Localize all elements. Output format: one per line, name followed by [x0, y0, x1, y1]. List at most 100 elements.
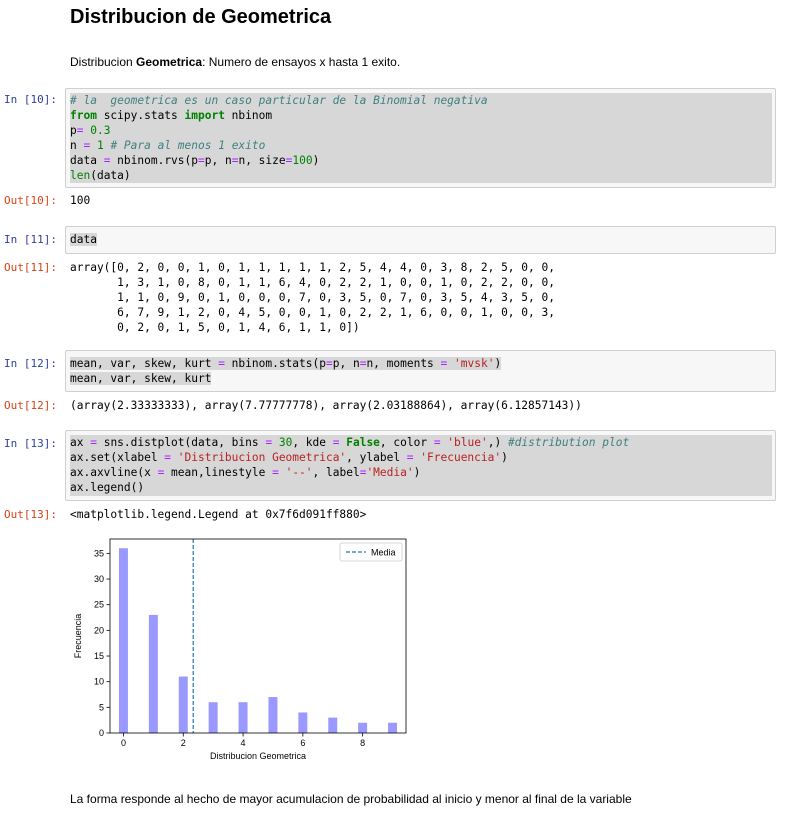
code-text: , color: [379, 436, 434, 449]
code-text: data: [70, 233, 97, 246]
code-operator: =: [285, 154, 293, 167]
histogram-bar: [298, 712, 308, 733]
code-operator: =: [90, 436, 97, 449]
code-operator: =: [218, 357, 225, 370]
histogram-bar: [178, 676, 188, 733]
histogram-chart: 0 2 4 6 8 0 5 10 15 20 25 30 35 Distribucion Geomet…: [73, 538, 407, 761]
cell-13-code[interactable]: ax = sns.distplot(data, bins = 30, kde =…: [70, 435, 772, 496]
code-text: , label: [312, 466, 360, 479]
footer-text: La forma responde al hecho de mayor acum…: [70, 792, 632, 806]
description-suffix: : Numero de ensayos x hasta 1 exito.: [202, 55, 401, 69]
code-comment: # la geometrica es un caso particular de…: [70, 94, 488, 107]
code-text: ): [494, 357, 502, 370]
code-operator: =: [325, 357, 333, 370]
y-tick-label: 20: [94, 625, 104, 635]
plot-frame: [109, 538, 407, 734]
code-operator: =: [359, 357, 367, 370]
y-axis-label: Frecuencia: [73, 614, 83, 659]
code-operator: =: [359, 466, 367, 479]
legend-box: [339, 542, 403, 562]
x-tick-label: 4: [241, 738, 246, 748]
cell-11-input[interactable]: data: [65, 226, 776, 254]
code-operator: =: [164, 451, 172, 464]
cell-10-out-prompt: Out[10]:: [4, 194, 57, 207]
cell-11-out-prompt: Out[11]:: [4, 261, 57, 274]
y-tick-label: 15: [94, 651, 104, 661]
code-builtin: len: [70, 169, 91, 182]
code-text: ax.set(xlabel: [70, 451, 165, 464]
code-text: n, size: [238, 154, 286, 167]
code-string: '--': [278, 466, 313, 479]
code-number: 100: [292, 154, 313, 167]
cell-12-in-prompt: In [12]:: [4, 357, 57, 370]
code-text: mean,linestyle: [164, 466, 273, 479]
code-text: (data): [90, 169, 131, 182]
cell-10-code[interactable]: # la geometrica es un caso particular de…: [70, 93, 772, 183]
x-axis-label: Distribucion Geometrica: [210, 751, 306, 761]
code-operator: =: [433, 436, 441, 449]
histogram-bar: [208, 702, 218, 733]
code-text: n, moments: [366, 357, 441, 370]
cell-10-output: 100: [70, 194, 91, 207]
code-text: nbinom: [224, 109, 273, 122]
cell-12-input[interactable]: mean, var, skew, kurt = nbinom.stats(p=p…: [65, 350, 776, 392]
code-line: mean, var, skew, kurt = nbinom.stats(p=p…: [70, 357, 502, 370]
code-string: 'Frecuencia': [413, 451, 502, 464]
code-text: ): [413, 466, 421, 479]
code-text: data: [70, 154, 104, 167]
code-keyword: from: [70, 109, 97, 122]
cell-10-in-prompt: In [10]:: [4, 93, 57, 106]
code-text: sns.distplot(data, bins: [96, 436, 266, 449]
x-tick-label: 2: [181, 738, 186, 748]
description-prefix: Distribucion: [70, 55, 137, 69]
x-tick-label: 8: [360, 738, 365, 748]
y-tick-label: 10: [94, 677, 104, 687]
cell-11-code[interactable]: data: [70, 232, 97, 247]
code-operator: =: [265, 436, 273, 449]
chart-bars: [118, 548, 398, 733]
cell-13-input[interactable]: ax = sns.distplot(data, bins = 30, kde =…: [65, 430, 776, 501]
code-text: ): [501, 451, 508, 464]
cell-11-in-prompt: In [11]:: [4, 233, 57, 246]
code-operator: =: [231, 154, 239, 167]
histogram-bar: [148, 614, 158, 733]
histogram-bar: [268, 697, 278, 733]
y-tick-label: 35: [94, 548, 104, 558]
code-text: p, n: [332, 357, 360, 370]
x-tick-label: 6: [300, 738, 305, 748]
histogram-bar: [118, 548, 128, 733]
histogram-bar: [238, 702, 248, 733]
y-tick-label: 30: [94, 574, 104, 584]
cell-12-out-prompt: Out[12]:: [4, 399, 57, 412]
code-comment: # Para al menos 1 exito: [103, 139, 266, 152]
code-number: 0.3: [83, 124, 111, 137]
code-text: p: [70, 124, 77, 137]
code-text: ax.axvline(x: [70, 466, 158, 479]
cell-10-input[interactable]: # la geometrica es un caso particular de…: [65, 88, 776, 188]
code-text: ax: [70, 436, 91, 449]
code-text: p, n: [204, 154, 232, 167]
legend-label: Media: [371, 548, 396, 558]
code-number: 30: [272, 436, 293, 449]
code-text: mean, var, skew, kurt: [70, 357, 219, 370]
code-text: n: [70, 139, 84, 152]
histogram-bar: [388, 722, 398, 733]
code-keyword: import: [184, 109, 225, 122]
cell-12-output: (array(2.33333333), array(7.77777778), a…: [70, 399, 582, 412]
code-text: mean, var, skew, kurt: [70, 372, 212, 385]
y-tick-label: 0: [99, 728, 104, 738]
code-keyword: False: [339, 436, 380, 449]
code-operator: =: [103, 154, 111, 167]
y-tick-label: 25: [94, 600, 104, 610]
cell-13-in-prompt: In [13]:: [4, 437, 57, 450]
cell-12-code[interactable]: mean, var, skew, kurt = nbinom.stats(p=p…: [70, 356, 502, 386]
code-comment: #distribution plot: [507, 436, 630, 449]
code-number: 1: [90, 139, 104, 152]
code-text: , kde: [292, 436, 333, 449]
chart-legend: Media: [339, 542, 403, 562]
x-tick-label: 0: [121, 738, 126, 748]
code-string: 'Distribucion Geometrica': [171, 451, 347, 464]
code-operator: =: [440, 357, 448, 370]
code-operator: =: [198, 154, 205, 167]
code-text: , ylabel: [346, 451, 407, 464]
